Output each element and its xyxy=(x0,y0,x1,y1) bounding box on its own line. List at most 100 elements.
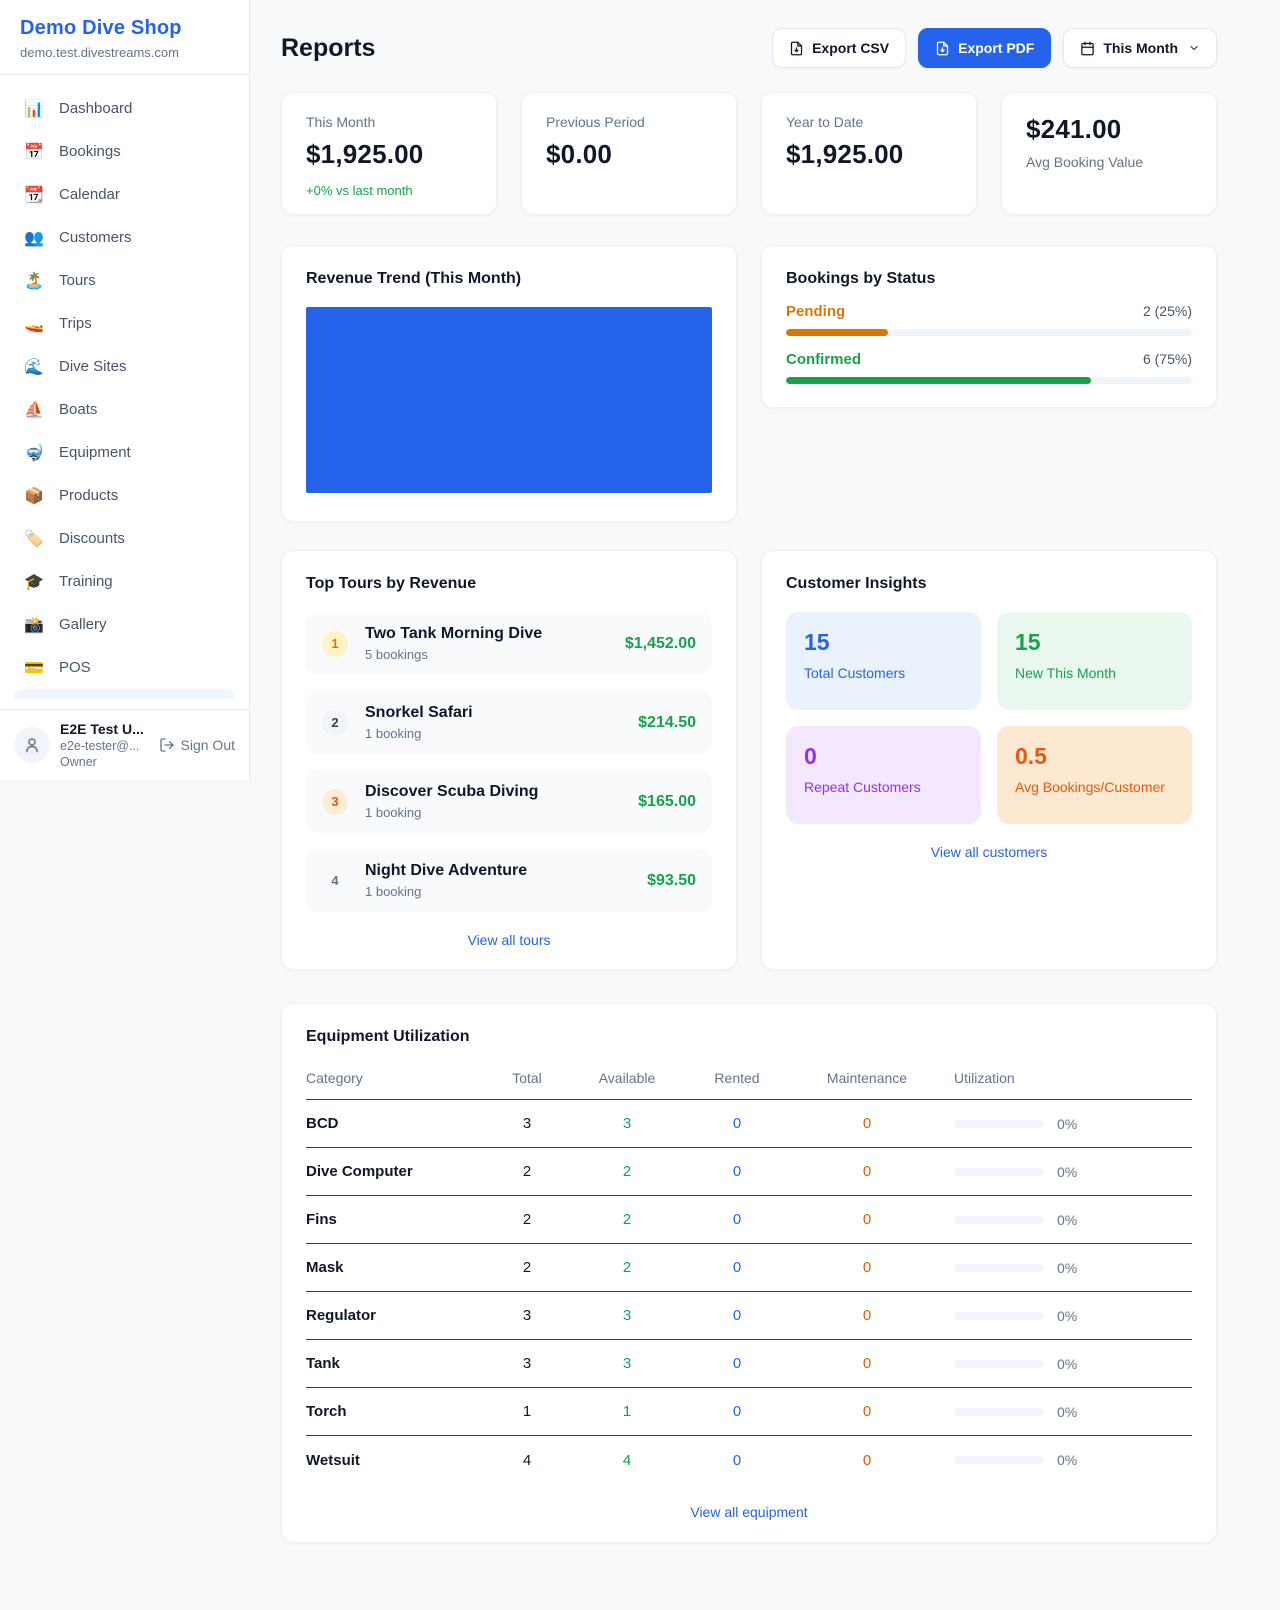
period-label: This Month xyxy=(1103,40,1178,56)
stat-value: $0.00 xyxy=(546,139,613,169)
sidebar-item-bookings[interactable]: 📅 Bookings xyxy=(14,130,235,173)
utilization-bar xyxy=(954,1456,1044,1464)
sidebar-item-label: Gallery xyxy=(59,616,107,633)
equipment-available: 4 xyxy=(622,1451,632,1469)
tile-value: 0 xyxy=(804,743,817,769)
equipment-maintenance: 0 xyxy=(862,1259,872,1276)
sidebar-item-label: Boats xyxy=(59,401,98,418)
utilization-percent: 0% xyxy=(1057,1403,1078,1420)
tour-row: 1 Two Tank Morning Dive 5 bookings $1,45… xyxy=(306,612,712,675)
user-name: E2E Test U... xyxy=(60,721,144,737)
period-dropdown[interactable]: This Month xyxy=(1063,28,1217,68)
equipment-total: 4 xyxy=(522,1451,532,1469)
header-actions: Export CSV Export PDF This Month xyxy=(772,28,1217,68)
equipment-category: BCD xyxy=(306,1115,339,1132)
export-csv-button[interactable]: Export CSV xyxy=(772,28,907,68)
rank-badge: 4 xyxy=(331,873,339,888)
camera-icon: 📸 xyxy=(24,616,44,634)
tile-label: Avg Bookings/Customer xyxy=(1015,779,1165,795)
sidebar-item-label: Dive Sites xyxy=(59,358,127,375)
sidebar-item-label: Trips xyxy=(59,315,92,332)
utilization-bar xyxy=(954,1359,1044,1368)
export-csv-label: Export CSV xyxy=(812,40,890,56)
tile-label: Total Customers xyxy=(804,665,906,681)
table-row: Mask 2 2 0 0 0% xyxy=(306,1244,1192,1292)
utilization-bar xyxy=(954,1167,1044,1176)
sidebar-item-training[interactable]: 🎓 Training xyxy=(14,560,235,603)
sidebar-item-discounts[interactable]: 🏷️ Discounts xyxy=(14,517,235,560)
bookings-calendar-icon: 📅 xyxy=(24,143,44,161)
equipment-rented: 0 xyxy=(732,1307,742,1324)
table-row: BCD 3 3 0 0 0% xyxy=(306,1100,1192,1148)
view-all-tours-link[interactable]: View all tours xyxy=(467,932,551,948)
equipment-table-header: Category Total Available Rented Maintena… xyxy=(306,1060,1192,1100)
sidebar-user-footer: E2E Test U... e2e-tester@... Owner Sign … xyxy=(0,709,249,780)
sidebar-item-tours[interactable]: 🏝️ Tours xyxy=(14,259,235,302)
stat-card-year-to-date: Year to Date $1,925.00 xyxy=(761,92,977,215)
stat-value: $1,925.00 xyxy=(306,139,424,169)
sidebar-item-dive-sites[interactable]: 🌊 Dive Sites xyxy=(14,345,235,388)
col-header-total: Total xyxy=(512,1070,542,1086)
sidebar-item-gallery[interactable]: 📸 Gallery xyxy=(14,603,235,646)
table-row: Torch 1 1 0 0 0% xyxy=(306,1388,1192,1436)
view-all-equipment-link[interactable]: View all equipment xyxy=(690,1504,808,1520)
equipment-category: Mask xyxy=(306,1259,344,1276)
equipment-available: 1 xyxy=(622,1403,632,1420)
file-download-icon xyxy=(790,41,803,55)
utilization-bar xyxy=(954,1263,1044,1272)
equipment-total: 2 xyxy=(522,1163,532,1180)
stat-delta: +0% vs last month xyxy=(306,183,413,198)
rank-badge: 1 xyxy=(322,630,348,657)
credit-card-icon: 💳 xyxy=(24,659,44,677)
wave-icon: 🌊 xyxy=(24,358,44,376)
tour-amount: $93.50 xyxy=(647,871,696,889)
col-header-maintenance: Maintenance xyxy=(826,1070,908,1086)
sidebar-item-dashboard[interactable]: 📊 Dashboard xyxy=(14,87,235,130)
tile-value: 15 xyxy=(804,629,830,655)
status-row-pending: Pending 2 (25%) xyxy=(786,303,1192,336)
equipment-maintenance: 0 xyxy=(862,1115,872,1132)
export-pdf-button[interactable]: Export PDF xyxy=(918,28,1052,68)
sidebar-item-pos[interactable]: 💳 POS xyxy=(14,646,235,689)
sidebar-item-label: Equipment xyxy=(59,444,131,461)
tour-name: Night Dive Adventure xyxy=(365,862,528,879)
equipment-maintenance: 0 xyxy=(862,1163,872,1180)
tour-bookings: 5 bookings xyxy=(365,647,428,662)
revenue-trend-card: Revenue Trend (This Month) xyxy=(281,245,737,522)
sidebar-item-reports-active-partial[interactable] xyxy=(14,689,235,699)
tour-name: Two Tank Morning Dive xyxy=(365,625,543,642)
sidebar-item-equipment[interactable]: 🤿 Equipment xyxy=(14,431,235,474)
table-row: Fins 2 2 0 0 0% xyxy=(306,1196,1192,1244)
tile-value: 15 xyxy=(1015,629,1041,655)
sign-out-button[interactable]: Sign Out xyxy=(159,737,235,753)
rank-badge: 3 xyxy=(322,788,348,815)
sidebar-item-products[interactable]: 📦 Products xyxy=(14,474,235,517)
stat-label: Year to Date xyxy=(786,114,864,130)
tour-bookings: 1 booking xyxy=(365,805,422,820)
col-header-category: Category xyxy=(306,1070,363,1086)
equipment-category: Torch xyxy=(306,1403,347,1420)
sidebar-item-label: Dashboard xyxy=(59,100,133,117)
sidebar-item-label: Customers xyxy=(59,229,132,246)
equipment-rented: 0 xyxy=(732,1259,742,1276)
equipment-rented: 0 xyxy=(732,1163,742,1180)
equipment-available: 2 xyxy=(622,1163,632,1180)
tour-bookings: 1 booking xyxy=(365,884,422,899)
shop-domain: demo.test.divestreams.com xyxy=(20,45,179,60)
tour-bookings: 1 booking xyxy=(365,726,422,741)
page-title: Reports xyxy=(281,33,376,62)
stat-card-previous-period: Previous Period $0.00 xyxy=(521,92,737,215)
view-all-customers-link[interactable]: View all customers xyxy=(930,844,1048,860)
sidebar-item-calendar[interactable]: 📆 Calendar xyxy=(14,173,235,216)
tour-amount: $165.00 xyxy=(638,792,696,810)
col-header-available: Available xyxy=(598,1070,656,1086)
sidebar-item-customers[interactable]: 👥 Customers xyxy=(14,216,235,259)
sidebar-item-label: POS xyxy=(59,659,91,676)
sidebar-item-boats[interactable]: ⛵ Boats xyxy=(14,388,235,431)
sidebar-item-trips[interactable]: 🚤 Trips xyxy=(14,302,235,345)
tour-row: 4 Night Dive Adventure 1 booking $93.50 xyxy=(306,849,712,912)
stat-label: This Month xyxy=(306,114,376,130)
utilization-bar xyxy=(954,1119,1044,1128)
main-content: Reports Export CSV Export PDF This Month… xyxy=(250,0,1280,1543)
equipment-utilization-title: Equipment Utilization xyxy=(306,1028,470,1045)
